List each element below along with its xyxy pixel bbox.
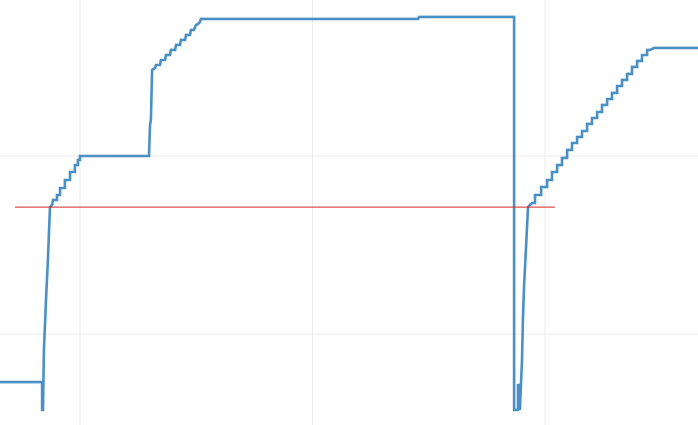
series-layer (0, 15, 698, 412)
series-line (0, 15, 698, 412)
